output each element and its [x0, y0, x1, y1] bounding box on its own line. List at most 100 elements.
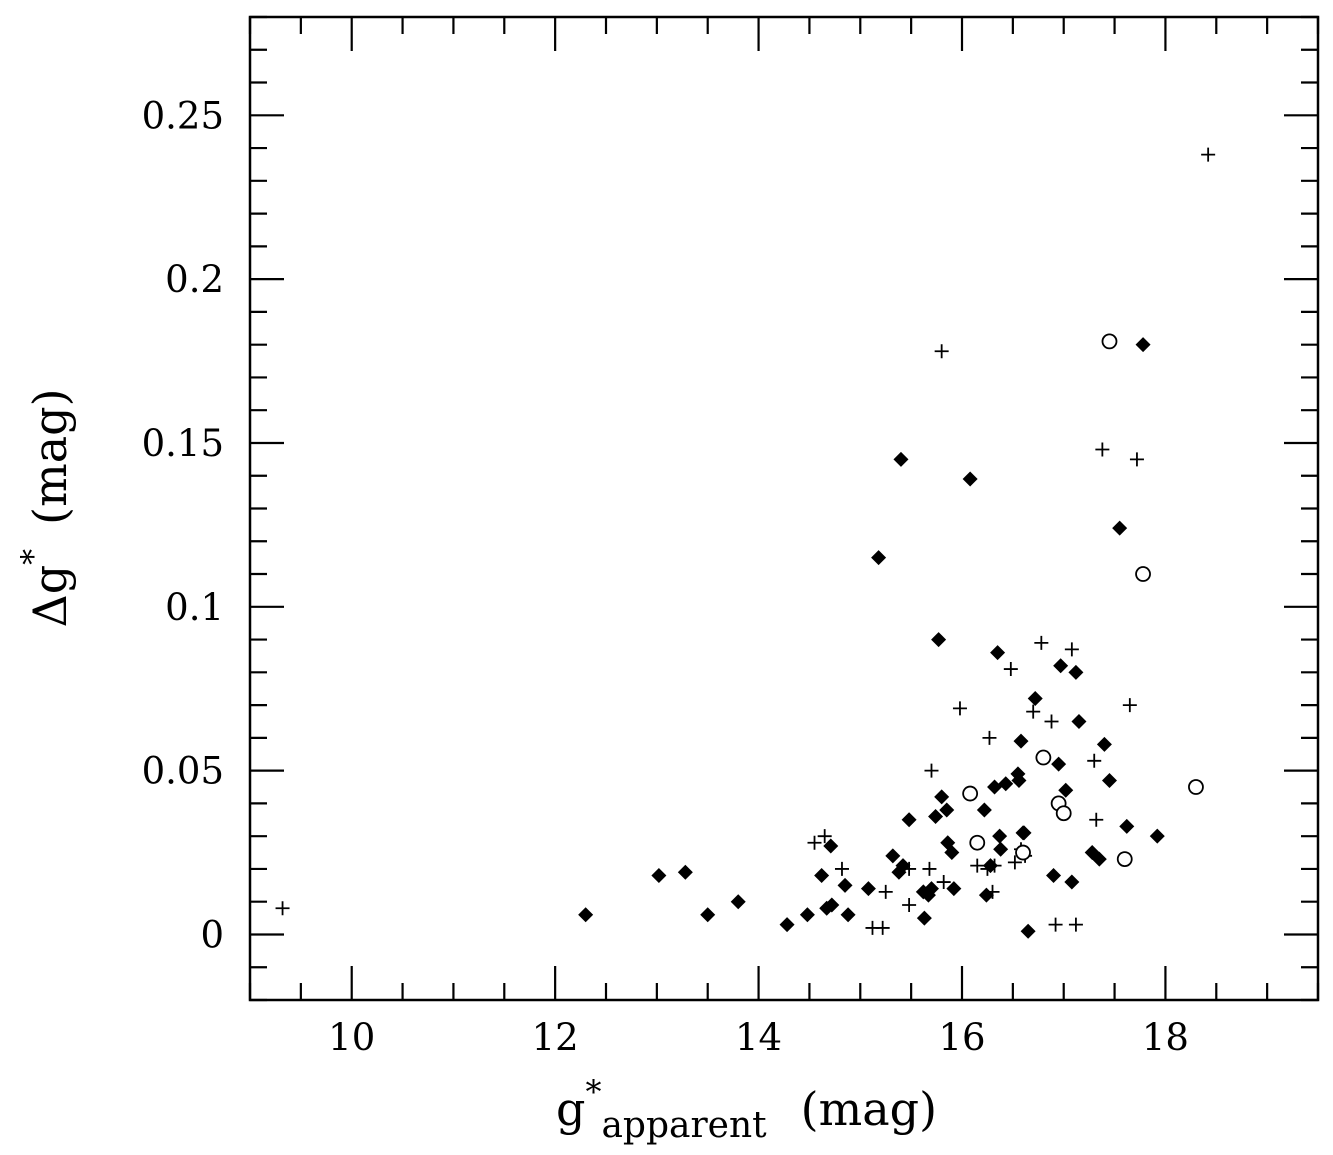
diamond-point [860, 881, 876, 897]
x-tick-label: 12 [532, 1016, 579, 1059]
diamond-point [871, 550, 887, 566]
diamond-point [1071, 713, 1087, 729]
diamond-point [987, 779, 1003, 795]
plus-point [970, 858, 985, 873]
y-tick-label: 0 [200, 913, 224, 956]
open-circle-point [1135, 566, 1151, 582]
open-circle-point [969, 834, 986, 851]
diamond-point [578, 907, 594, 923]
plus-point [1129, 452, 1144, 467]
diamond-point [730, 894, 746, 910]
plus-point [875, 920, 890, 935]
diamond-point [1101, 772, 1117, 788]
diamond-point [1046, 867, 1062, 883]
plus-point [1087, 753, 1102, 768]
diamond-point [1027, 691, 1043, 707]
plus-point [934, 344, 949, 359]
plus-point [275, 901, 290, 916]
plus-point [1007, 855, 1022, 870]
plus-point [807, 835, 822, 850]
plus-point [1095, 442, 1110, 457]
diamond-point [944, 845, 960, 861]
plus-point [1026, 704, 1041, 719]
x-tick-label: 18 [1142, 1016, 1189, 1059]
diamond-point [993, 841, 1009, 857]
plus-point [980, 861, 995, 876]
open-circle-point [1188, 779, 1204, 795]
diamond-point [779, 917, 795, 933]
diamond-point [1096, 736, 1112, 752]
diamond-point [998, 776, 1014, 792]
diamond-point [824, 897, 840, 913]
diamond-point [1053, 658, 1069, 674]
diamond-point [1016, 825, 1032, 841]
open-circle-point [1035, 749, 1052, 766]
plus-point [1122, 698, 1137, 713]
diamond-point [1112, 520, 1128, 536]
x-axis-label-main: g [556, 1082, 585, 1136]
plot-frame [248, 15, 1320, 1002]
plus-point [924, 763, 939, 778]
diamond-point [928, 809, 944, 825]
diamond-point [1068, 664, 1084, 680]
diamond-point [700, 907, 716, 923]
y-axis-label: Δg* (mag) [14, 388, 77, 627]
y-axis-label-sup: * [14, 549, 52, 565]
diamond-point [1064, 874, 1080, 890]
diamond-point [799, 907, 815, 923]
diamond-point [1135, 337, 1151, 353]
diamond-point [1058, 782, 1074, 798]
open-circle-point [1101, 333, 1118, 350]
diamond-point [837, 877, 853, 893]
x-tick-label: 16 [938, 1016, 985, 1059]
diamond-point [901, 812, 917, 828]
x-axis-label: g*apparent (mag) [556, 1073, 937, 1146]
open-circle-point [1015, 844, 1031, 861]
plus-point [1201, 147, 1216, 162]
x-axis-label-unit: (mag) [801, 1082, 937, 1136]
open-circle-point [962, 785, 979, 802]
plus-point [878, 884, 893, 899]
diamond-point [814, 867, 830, 883]
plus-point [1064, 642, 1079, 657]
diamond-point [962, 471, 978, 487]
diamond-point [1011, 772, 1027, 788]
diamond-point [651, 867, 667, 883]
y-axis-label-main: Δg [23, 565, 77, 628]
diamond-point [1149, 828, 1165, 844]
plus-point [1068, 917, 1083, 932]
y-tick-label: 0.2 [165, 258, 224, 301]
diamond-point [939, 802, 955, 818]
axis-tick-labels: 10 12 14 16 18 0 0.05 0.1 0.15 0.2 0.25 [142, 94, 1189, 1059]
plus-point [834, 861, 849, 876]
diamond-point [923, 881, 939, 897]
y-tick-label: 0.1 [165, 586, 224, 629]
axis-ticks [248, 15, 1320, 1002]
diamond-point [1013, 733, 1029, 749]
diamond-point [823, 838, 839, 854]
plus-point [902, 861, 917, 876]
plus-point [922, 861, 937, 876]
open-circle-point [1055, 805, 1072, 822]
y-axis-label-unit: (mag) [23, 388, 77, 524]
plus-point [985, 884, 1000, 899]
diamond-point [1051, 756, 1067, 772]
x-axis-label-sub: apparent [601, 1105, 767, 1146]
plus-point [902, 897, 917, 912]
y-tick-label: 0.25 [142, 94, 224, 137]
diamond-point [1091, 851, 1107, 867]
plus-point [1003, 662, 1018, 677]
diamond-point [946, 881, 962, 897]
plus-point [987, 858, 1002, 873]
y-tick-label: 0.15 [142, 422, 224, 465]
plus-point [952, 701, 967, 716]
plus-point [1034, 635, 1049, 650]
diamond-point [1119, 818, 1135, 834]
plus-point [982, 730, 997, 745]
diamond-point [992, 828, 1008, 844]
x-tick-label: 10 [328, 1016, 375, 1059]
y-tick-label: 0.05 [142, 750, 224, 793]
diamond-point [885, 848, 901, 864]
plus-point [1044, 714, 1059, 729]
x-tick-label: 14 [735, 1016, 782, 1059]
